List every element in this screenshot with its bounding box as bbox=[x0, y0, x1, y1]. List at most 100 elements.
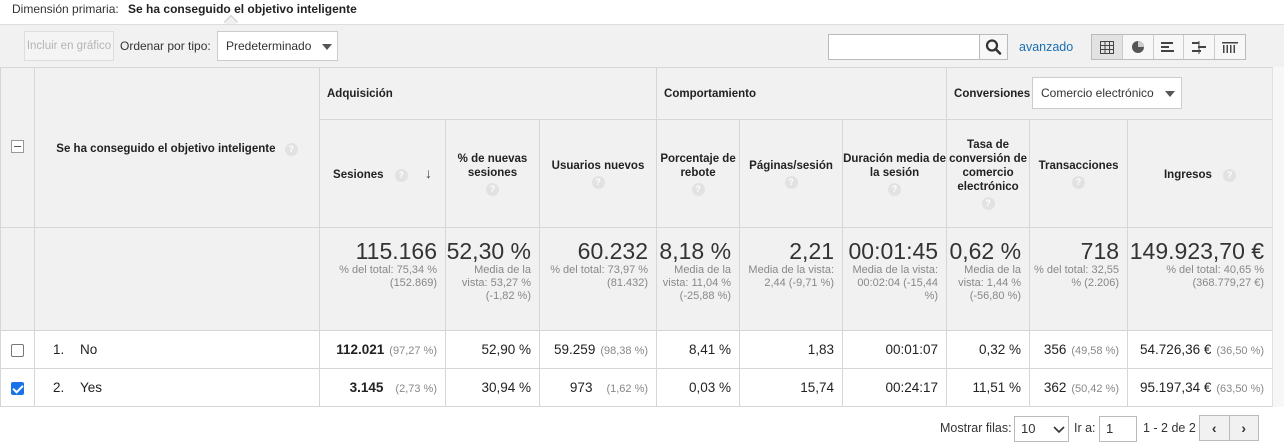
total-sub: Media de la vista: 11,04 % (-25,88 %) bbox=[662, 264, 732, 302]
group-behavior: Comportamiento bbox=[656, 67, 948, 120]
total-cell: 149.923,70 €% del total: 40,65 % (368.77… bbox=[1127, 227, 1274, 331]
col-conversion-rate[interactable]: Tasa de conversión de comercio electróni… bbox=[946, 119, 1031, 228]
duration-cell: 00:01:07 bbox=[842, 330, 948, 369]
sort-desc-icon: ↓ bbox=[424, 164, 432, 181]
conversions-type-select[interactable]: Comercio electrónico bbox=[1032, 77, 1182, 109]
comparison-view-button[interactable] bbox=[1184, 35, 1216, 59]
new-users-cell: 59.259 (98,38 %) bbox=[538, 330, 658, 369]
plot-rows-button[interactable]: Incluir en gráfico bbox=[24, 31, 114, 61]
row-dimension-value[interactable]: Yes bbox=[80, 380, 103, 395]
help-icon[interactable]: ? bbox=[591, 175, 605, 189]
new-sessions-cell: 30,94 % bbox=[445, 368, 540, 407]
table-search-input[interactable] bbox=[828, 34, 980, 60]
total-cell: 718% del total: 32,55 % (2.206) bbox=[1029, 227, 1129, 331]
total-value: 2,21 bbox=[789, 238, 835, 264]
pagination-range: 1 - 2 de 2 bbox=[1143, 421, 1196, 435]
prev-page-button[interactable]: ‹ bbox=[1200, 416, 1230, 440]
help-icon[interactable]: ? bbox=[394, 168, 408, 182]
total-sub: % del total: 32,55 % (2.206) bbox=[1034, 264, 1120, 289]
totals-spacer bbox=[34, 227, 320, 331]
search-button[interactable] bbox=[979, 34, 1008, 60]
row-index: 2. bbox=[53, 380, 65, 395]
dimension-cell: 2. Yes bbox=[34, 368, 320, 407]
col-new-sessions[interactable]: % de nuevas sesiones? bbox=[445, 119, 540, 228]
total-cell: 0,62 % Media de la vista: 1,44 % (-56,80 … bbox=[946, 227, 1031, 331]
cell-percent: (50,42 %) bbox=[1071, 383, 1120, 395]
go-to-input[interactable]: 1 bbox=[1099, 416, 1137, 442]
row-checkbox[interactable] bbox=[11, 343, 24, 357]
help-icon[interactable]: ? bbox=[1223, 168, 1237, 182]
total-cell: 52,30 % Media de la vista: 53,27 % (-1,82… bbox=[445, 227, 540, 331]
cell-value: 54.726,36 € bbox=[1140, 342, 1212, 357]
cell-percent: (36,50 %) bbox=[1216, 345, 1265, 357]
new-users-cell: 973 (1,62 %) bbox=[538, 368, 658, 407]
pivot-icon bbox=[1222, 41, 1239, 53]
help-icon[interactable]: ? bbox=[981, 196, 995, 210]
col-avg-duration[interactable]: Duración media de la sesión? bbox=[842, 119, 948, 228]
cell-percent: (97,27 %) bbox=[389, 345, 437, 357]
row-select-cell bbox=[0, 368, 35, 407]
sort-type-select[interactable]: Predeterminado bbox=[217, 31, 338, 61]
cell-percent: (63,50 %) bbox=[1216, 383, 1265, 395]
total-cell: 8,18 % Media de la vista: 11,04 % (-25,88… bbox=[656, 227, 741, 331]
col-new-users[interactable]: Usuarios nuevos? bbox=[538, 119, 658, 228]
col-revenue[interactable]: Ingresos ? bbox=[1127, 119, 1274, 228]
cell-value: 95.197,34 € bbox=[1140, 380, 1212, 395]
row-dimension-value[interactable]: No bbox=[80, 342, 98, 357]
table-view-button[interactable] bbox=[1092, 35, 1123, 59]
cell-value: 362 bbox=[1043, 380, 1067, 395]
help-icon[interactable]: ? bbox=[1072, 175, 1086, 189]
cell-value: 356 bbox=[1043, 342, 1067, 357]
col-sessions-label: Sesiones bbox=[333, 168, 384, 181]
col-bounce-rate[interactable]: Porcentaje de rebote? bbox=[656, 119, 741, 228]
performance-view-button[interactable] bbox=[1154, 35, 1185, 59]
total-value: 60.232 bbox=[577, 238, 649, 264]
pivot-view-button[interactable] bbox=[1215, 35, 1245, 59]
help-icon[interactable]: ? bbox=[784, 175, 798, 189]
rows-per-page-label: Mostrar filas: bbox=[940, 421, 1012, 435]
total-cell: 115.166% del total: 75,34 % (152.869) bbox=[319, 227, 446, 331]
help-icon[interactable]: ? bbox=[486, 182, 499, 196]
rows-per-page-value: 10 bbox=[1021, 421, 1036, 436]
select-all-cell bbox=[0, 67, 35, 228]
col-new-sessions-label: % de nuevas sesiones bbox=[457, 152, 528, 179]
help-icon[interactable]: ? bbox=[284, 142, 298, 156]
search-icon bbox=[985, 39, 1002, 55]
vertical-scrollbar[interactable] bbox=[1272, 67, 1284, 407]
col-pages-session-label: Páginas/sesión bbox=[749, 159, 833, 172]
total-cell: 60.232% del total: 73,97 % (81.432) bbox=[538, 227, 658, 331]
collapse-icon[interactable] bbox=[11, 139, 24, 153]
table-row: 1. No 112.021 (97,27 %) 52,90 % 59.259 (98… bbox=[0, 330, 1274, 369]
col-pages-session[interactable]: Páginas/sesión? bbox=[739, 119, 844, 228]
help-icon[interactable]: ? bbox=[691, 182, 705, 196]
row-checkbox-checked[interactable] bbox=[11, 381, 24, 395]
dimension-header[interactable]: Se ha conseguido el objetivo inteligente… bbox=[34, 67, 320, 228]
total-value: 00:01:45 bbox=[848, 238, 939, 264]
conv-rate-cell: 11,51 % bbox=[946, 368, 1031, 407]
rows-per-page-select[interactable]: 10 bbox=[1014, 416, 1069, 442]
advanced-filter-link[interactable]: avanzado bbox=[1019, 40, 1074, 54]
next-page-button[interactable]: › bbox=[1230, 416, 1259, 440]
primary-dimension-bar: Dimensión primaria: Se ha conseguido el … bbox=[0, 0, 1284, 24]
pie-view-button[interactable] bbox=[1123, 35, 1154, 59]
explorer-table: Se ha conseguido el objetivo inteligente… bbox=[0, 67, 1274, 407]
cell-value: 973 bbox=[569, 380, 593, 395]
col-revenue-label: Ingresos bbox=[1163, 168, 1212, 181]
pie-icon bbox=[1131, 41, 1144, 53]
view-switcher bbox=[1091, 34, 1246, 60]
bounce-cell: 8,41 % bbox=[656, 330, 741, 369]
total-value: 52,30 % bbox=[446, 238, 531, 264]
dimension-header-label: Se ha conseguido el objetivo inteligente bbox=[56, 142, 276, 155]
primary-dimension-value[interactable]: Se ha conseguido el objetivo inteligente bbox=[128, 2, 357, 16]
chevron-down-icon bbox=[322, 44, 332, 50]
total-sub: Media de la vista: 1,44 % (-56,80 %) bbox=[958, 264, 1022, 302]
total-value: 8,18 % bbox=[659, 238, 732, 264]
cell-value: 3.145 bbox=[349, 380, 384, 395]
totals-row: 115.166% del total: 75,34 % (152.869) 52… bbox=[0, 227, 1274, 331]
help-icon[interactable]: ? bbox=[888, 182, 902, 196]
pagination-nav: ‹ › bbox=[1199, 415, 1259, 441]
col-transactions[interactable]: Transacciones? bbox=[1029, 119, 1129, 228]
totals-spacer bbox=[0, 227, 35, 331]
col-sessions[interactable]: Sesiones ? ↓ bbox=[319, 119, 446, 228]
cell-value: 112.021 bbox=[336, 342, 385, 357]
